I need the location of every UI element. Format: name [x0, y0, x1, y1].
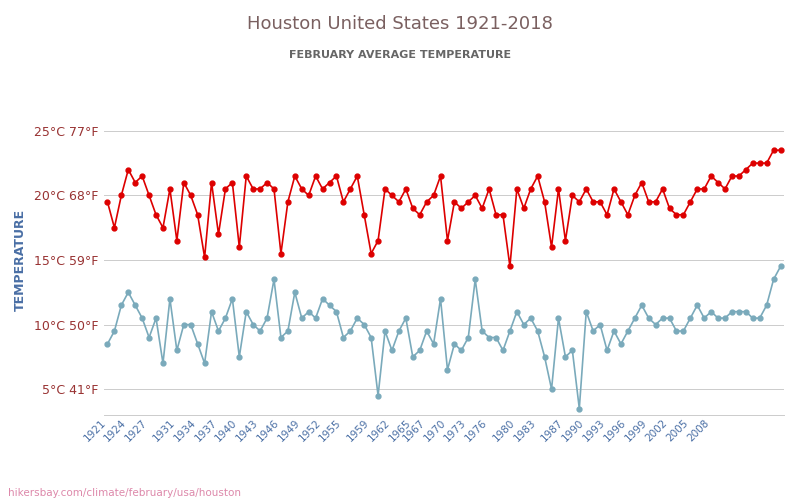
Text: FEBRUARY AVERAGE TEMPERATURE: FEBRUARY AVERAGE TEMPERATURE: [289, 50, 511, 60]
Y-axis label: TEMPERATURE: TEMPERATURE: [14, 209, 27, 311]
Text: hikersbay.com/climate/february/usa/houston: hikersbay.com/climate/february/usa/houst…: [8, 488, 241, 498]
Text: Houston United States 1921-2018: Houston United States 1921-2018: [247, 15, 553, 33]
